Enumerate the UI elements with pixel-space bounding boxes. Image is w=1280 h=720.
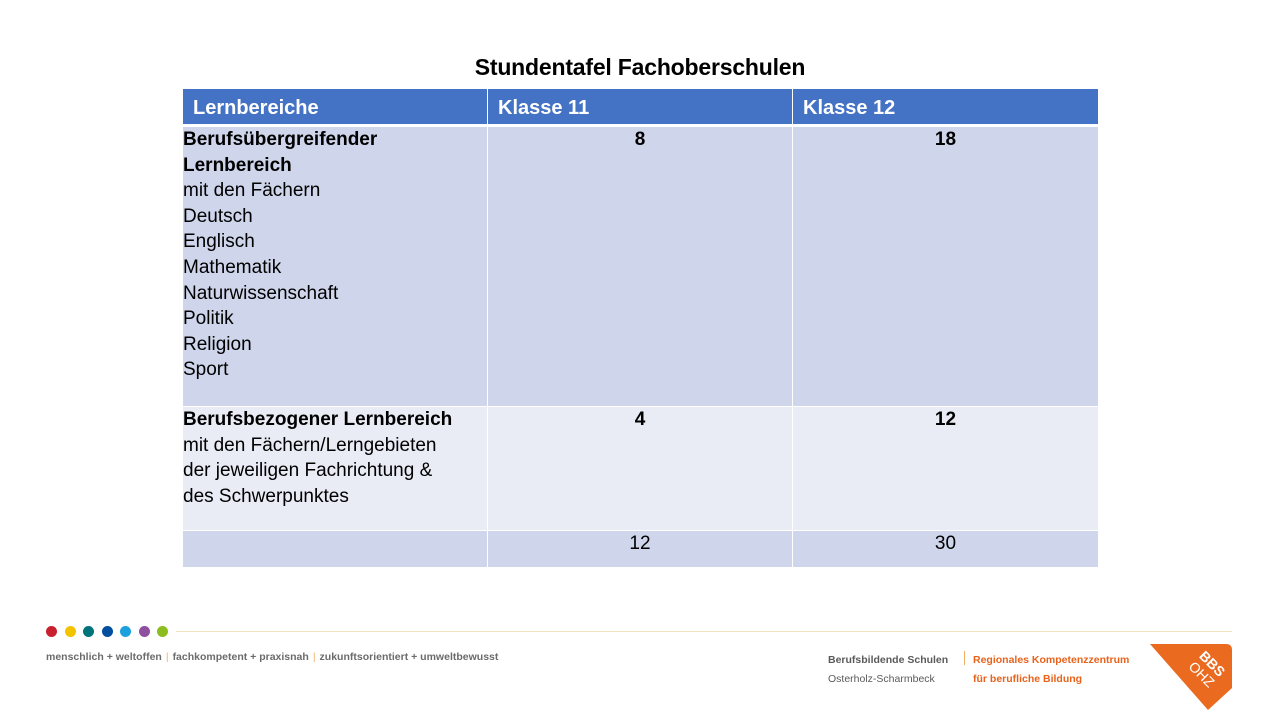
color-dot [83,626,94,637]
row-heading-line: Berufsübergreifender [183,129,378,150]
footer-vertical-divider [964,651,965,665]
subject-religion: Religion [183,333,252,355]
color-dots [46,626,168,637]
cell-klasse-11: 4 [487,406,793,531]
footer-slogan: menschlich + weltoffen | fachkompetent + p… [46,651,498,663]
school-name: Berufsbildende Schulen [828,654,949,666]
row-text-line: mit den Fächern/Lerngebieten [183,434,437,456]
cell-klasse-11: 8 [487,125,793,407]
footer-divider [176,631,1232,632]
table-row: Berufsbezogener Lernbereich mit den Fäch… [182,406,1099,531]
header-klasse-12: Klasse 12 [792,88,1099,127]
competence-center-line2: für berufliche Bildung [973,673,1083,685]
color-dot [46,626,57,637]
slogan-part: fachkompetent + praxisnah [172,651,309,663]
color-dot [138,626,150,637]
row-label-berufsuebergreifend: Berufsübergreifender Lernbereich mit den… [182,125,488,407]
total-klasse-11: 12 [487,530,793,568]
subject-politik: Politik [183,308,234,330]
school-location: Osterholz-Scharmbeck [828,673,935,685]
cell-klasse-12: 18 [792,125,1099,407]
subject-mathematik: Mathematik [183,256,282,278]
school-info: Berufsbildende Schulen Osterholz-Scharmb… [828,651,948,689]
color-dot [64,626,76,637]
row-heading-line: Lernbereich [183,154,292,176]
subject-naturwissenschaft: Naturwissenschaft [183,282,339,304]
row-text-line: des Schwerpunktes [183,485,349,507]
table-header-row: Lernbereiche Klasse 11 Klasse 12 [182,88,1099,127]
row-text-line: mit den Fächern [183,180,321,202]
row-label-berufsbezogen: Berufsbezogener Lernbereich mit den Fäch… [182,406,488,531]
slogan-separator: | [165,651,169,663]
total-label [182,530,488,568]
table-row: Berufsübergreifender Lernbereich mit den… [182,125,1099,407]
page-title: Stundentafel Fachoberschulen [474,54,806,80]
header-lernbereiche: Lernbereiche [182,88,488,127]
header-klasse-11: Klasse 11 [487,88,793,127]
slogan-separator: | [312,651,316,663]
competence-center-line1: Regionales Kompetenzzentrum [973,654,1130,666]
color-dot [157,626,168,637]
slogan-part: zukunftsorientiert + umweltbewusst [319,651,499,663]
color-dot [101,626,113,637]
row-text-line: der jeweiligen Fachrichtung & [183,460,433,482]
competence-center: Regionales Kompetenzzentrum für beruflic… [973,651,1129,689]
bbs-ohz-logo: BBS OHZ [1150,644,1232,710]
total-klasse-12: 30 [792,530,1099,568]
row-heading-line: Berufsbezogener Lernbereich [183,409,453,430]
subject-deutsch: Deutsch [183,205,253,227]
slogan-part: menschlich + weltoffen [46,651,162,663]
table-total-row: 12 30 [182,530,1099,568]
subject-englisch: Englisch [183,231,255,253]
color-dot [120,626,131,637]
subject-sport: Sport [183,359,229,381]
stundentafel-table: Lernbereiche Klasse 11 Klasse 12 Berufsü… [182,88,1099,568]
cell-klasse-12: 12 [792,406,1099,531]
